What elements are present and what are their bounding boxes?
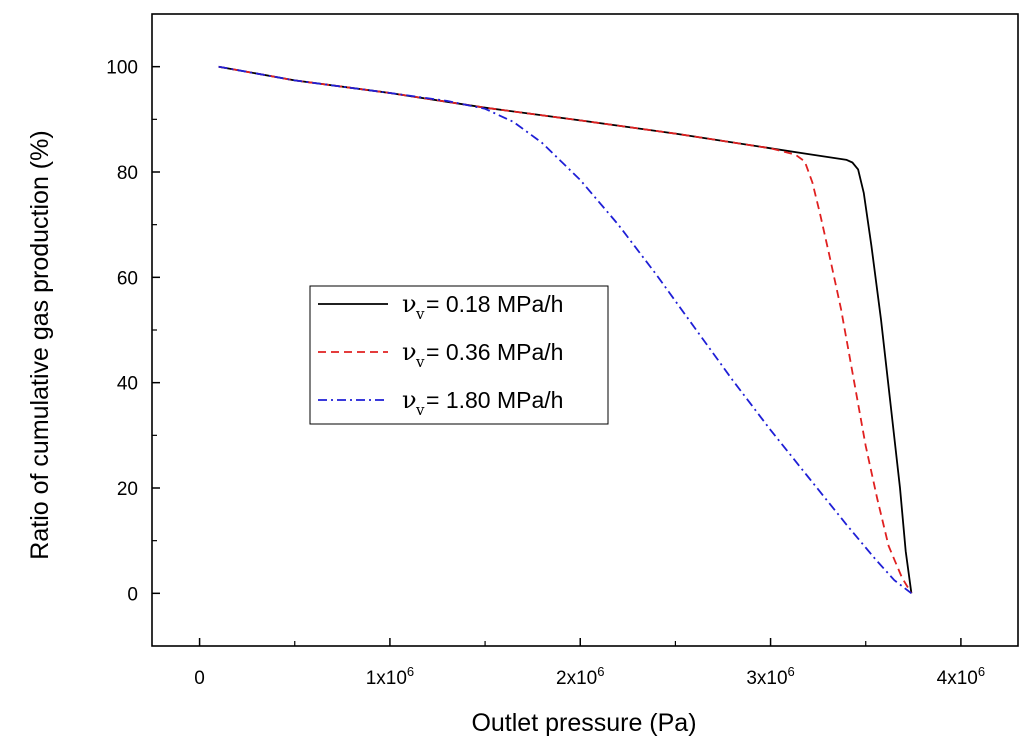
y-tick-label: 20 bbox=[117, 479, 138, 500]
legend: ν v = 0.18 MPa/hν v = 0.36 MPa/hν v = 1.80 MPa… bbox=[309, 285, 609, 425]
y-tick-label: 100 bbox=[106, 58, 138, 79]
x-tick-exponent: 6 bbox=[978, 664, 985, 679]
legend-symbol: ν bbox=[402, 290, 417, 318]
x-tick-base: 2x10 bbox=[556, 668, 597, 689]
x-tick-exponent: 6 bbox=[788, 664, 795, 679]
series-lines bbox=[218, 65, 913, 595]
x-axis-ticks: 0 1x106 2x106 3x106 4x106 bbox=[194, 638, 985, 689]
legend-label-1: = 0.18 MPa/h bbox=[426, 291, 563, 317]
x-tick-base: 1x10 bbox=[366, 668, 407, 689]
legend-label-2: = 0.36 MPa/h bbox=[426, 339, 563, 365]
legend-subscript: v bbox=[415, 353, 425, 371]
x-tick-label: 0 bbox=[194, 668, 205, 689]
series-line-2 bbox=[218, 65, 913, 594]
x-tick-exponent: 6 bbox=[597, 664, 604, 679]
legend-symbol: ν bbox=[402, 386, 417, 414]
y-tick-label: 0 bbox=[127, 584, 138, 605]
legend-box bbox=[309, 285, 609, 425]
x-tick-base: 4x10 bbox=[937, 668, 978, 689]
y-axis-title: Ratio of cumulative gas production (%) bbox=[26, 130, 54, 559]
x-tick-label: 2x106 bbox=[556, 664, 604, 689]
y-axis-ticks: 0 20 40 60 80 100 bbox=[106, 58, 160, 605]
x-axis-title: Outlet pressure (Pa) bbox=[471, 709, 696, 737]
y-tick-label: 80 bbox=[117, 163, 138, 184]
x-tick-label: 4x106 bbox=[937, 664, 985, 689]
x-tick-base: 0 bbox=[194, 668, 205, 689]
legend-subscript: v bbox=[415, 305, 425, 323]
x-tick-label: 3x106 bbox=[746, 664, 794, 689]
legend-subscript: v bbox=[415, 401, 425, 419]
y-tick-label: 40 bbox=[117, 374, 138, 395]
series-line-3 bbox=[218, 65, 912, 595]
y-tick-label: 60 bbox=[117, 268, 138, 289]
x-tick-exponent: 6 bbox=[407, 664, 414, 679]
legend-label-3: = 1.80 MPa/h bbox=[426, 387, 563, 413]
x-tick-base: 3x10 bbox=[746, 668, 787, 689]
x-tick-label: 1x106 bbox=[366, 664, 414, 689]
legend-symbol: ν bbox=[402, 338, 417, 366]
